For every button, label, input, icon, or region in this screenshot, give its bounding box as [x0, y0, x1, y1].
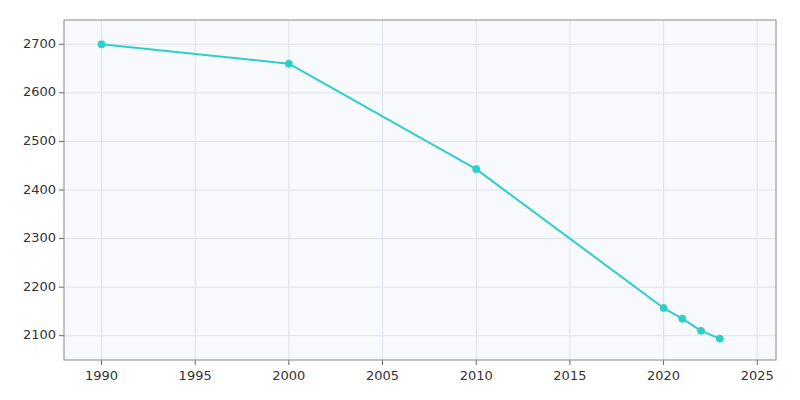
y-tick: [59, 335, 64, 336]
y-tick-label: 2400: [23, 182, 56, 197]
x-tick-label: 1995: [179, 368, 212, 383]
y-grid-line: [64, 190, 776, 191]
chart-container: 2100 2200 2300 2400 2500 2600 2700 1990 1995 2000…: [0, 0, 800, 400]
x-grid-line: [476, 20, 477, 360]
y-tick-label: 2200: [23, 279, 56, 294]
marker: [98, 41, 105, 48]
x-tick: [288, 360, 289, 365]
marker: [716, 335, 723, 342]
y-grid-line: [64, 44, 776, 45]
x-tick-label: 1990: [85, 368, 118, 383]
y-tick: [59, 141, 64, 142]
x-tick-label: 2020: [647, 368, 680, 383]
x-tick: [663, 360, 664, 365]
x-tick: [195, 360, 196, 365]
y-tick-label: 2600: [23, 84, 56, 99]
x-tick: [757, 360, 758, 365]
y-tick-label: 2300: [23, 230, 56, 245]
y-grid-line: [64, 287, 776, 288]
x-grid-line: [382, 20, 383, 360]
x-tick: [382, 360, 383, 365]
x-grid-line: [569, 20, 570, 360]
line: [101, 44, 719, 338]
marker: [679, 315, 686, 322]
x-grid-line: [757, 20, 758, 360]
axes: 2100 2200 2300 2400 2500 2600 2700 1990 1995 2000…: [23, 20, 776, 383]
x-tick-label: 2005: [366, 368, 399, 383]
marker: [473, 166, 480, 173]
x-tick: [569, 360, 570, 365]
chart-svg: 2100 2200 2300 2400 2500 2600 2700 1990 1995 2000…: [0, 0, 800, 400]
y-tick: [59, 287, 64, 288]
marker: [285, 60, 292, 67]
y-grid-line: [64, 141, 776, 142]
plot-background: [64, 20, 776, 360]
x-grid-line: [288, 20, 289, 360]
x-grid-line: [195, 20, 196, 360]
y-grid-line: [64, 238, 776, 239]
marker: [660, 305, 667, 312]
x-tick-label: 2010: [460, 368, 493, 383]
x-tick: [476, 360, 477, 365]
y-grid-line: [64, 335, 776, 336]
series: [98, 41, 723, 342]
y-tick: [59, 92, 64, 93]
y-tick-label: 2100: [23, 327, 56, 342]
y-tick-label: 2700: [23, 36, 56, 51]
y-tick: [59, 44, 64, 45]
x-tick-label: 2015: [553, 368, 586, 383]
y-tick: [59, 190, 64, 191]
plot-frame: [64, 20, 776, 360]
y-tick: [59, 238, 64, 239]
x-tick: [101, 360, 102, 365]
x-tick-label: 2000: [272, 368, 305, 383]
y-tick-label: 2500: [23, 133, 56, 148]
marker: [698, 327, 705, 334]
x-grid-line: [101, 20, 102, 360]
x-tick-label: 2025: [741, 368, 774, 383]
y-grid-line: [64, 92, 776, 93]
grid: [64, 20, 776, 360]
